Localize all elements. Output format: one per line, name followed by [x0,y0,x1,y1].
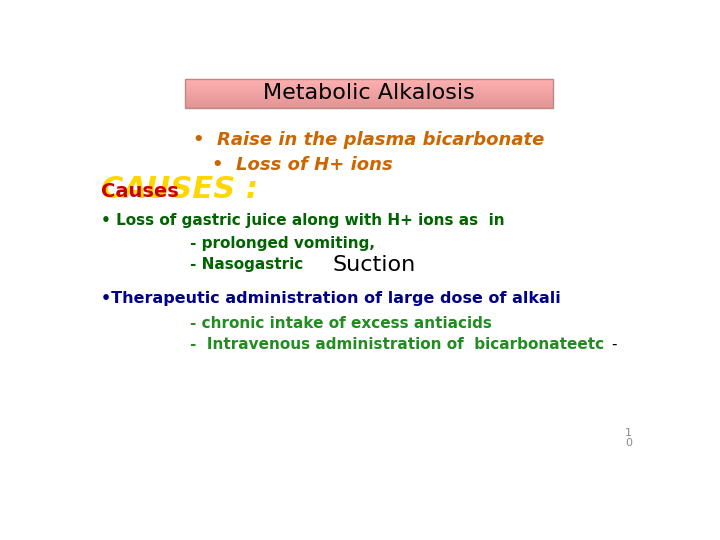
Bar [185,103,553,104]
Bar [185,106,553,107]
Bar [185,88,553,89]
Text: 0: 0 [625,438,632,448]
Bar [185,94,553,95]
Bar [185,102,553,103]
Bar [185,81,553,82]
Text: - chronic intake of excess antiacids: - chronic intake of excess antiacids [190,316,492,331]
Bar [185,99,553,100]
Bar [185,97,553,98]
Text: CAUSES :: CAUSES : [101,175,258,204]
Bar [185,79,553,80]
Text: •  Loss of H+ ions: • Loss of H+ ions [212,156,392,173]
Bar [185,105,553,106]
Text: - Nasogastric: - Nasogastric [190,257,304,272]
Text: •Therapeutic administration of large dose of alkali: •Therapeutic administration of large dos… [101,291,561,306]
Text: Causes: Causes [101,182,179,201]
Bar [185,80,553,81]
Bar [185,98,553,99]
Bar [185,96,553,97]
Bar [185,86,553,87]
Bar [185,104,553,105]
Bar [185,101,553,102]
Bar [185,78,553,79]
Bar [185,85,553,86]
Bar [185,91,553,92]
Text: -  Intravenous administration of  bicarbonateetc: - Intravenous administration of bicarbon… [190,337,605,352]
Bar [185,92,553,93]
Bar [185,84,553,85]
Text: 1: 1 [625,428,632,438]
Bar [185,107,553,109]
Bar [185,93,553,94]
Text: -: - [612,337,617,352]
Bar [185,83,553,84]
Text: •  Raise in the plasma bicarbonate: • Raise in the plasma bicarbonate [193,131,545,149]
Bar [185,82,553,83]
Bar [185,90,553,91]
Bar [185,100,553,101]
Bar [185,87,553,88]
Text: • Loss of gastric juice along with H+ ions as  in: • Loss of gastric juice along with H+ io… [101,213,505,228]
Text: - prolonged vomiting,: - prolonged vomiting, [190,236,375,251]
Bar [185,95,553,96]
Text: Metabolic Alkalosis: Metabolic Alkalosis [263,84,475,104]
Bar [185,89,553,90]
Text: Suction: Suction [333,255,416,275]
